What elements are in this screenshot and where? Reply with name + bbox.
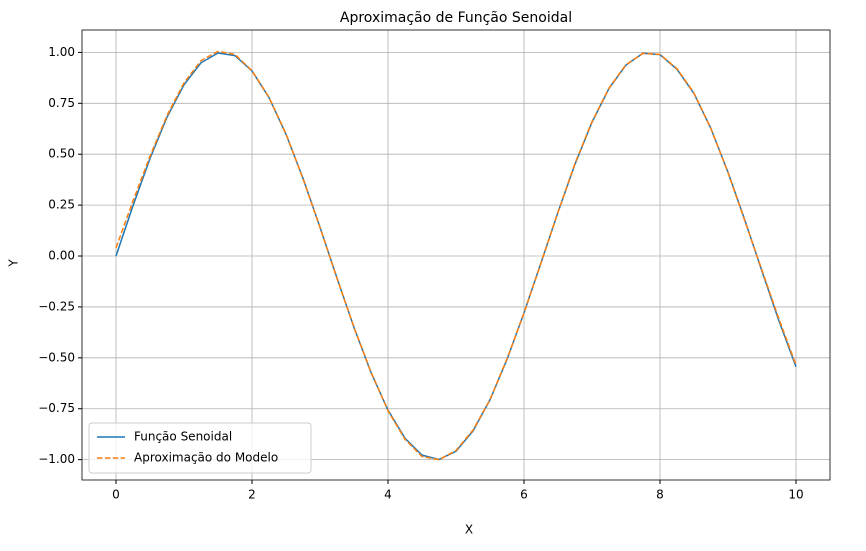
y-tick-label: 0.00 xyxy=(48,249,75,263)
y-tick-label: −0.25 xyxy=(38,299,75,313)
x-tick-label: 2 xyxy=(248,488,256,502)
y-tick-label: −1.00 xyxy=(38,452,75,466)
series-line xyxy=(115,50,797,461)
y-axis-label: Y xyxy=(7,259,21,268)
plot-frame xyxy=(81,29,831,481)
chart-title: Aproximação de Função Senoidal xyxy=(340,10,572,26)
y-tick-label: 0.50 xyxy=(48,147,75,161)
y-tick-label: 0.25 xyxy=(48,198,75,212)
x-tick-label: 10 xyxy=(788,488,803,502)
legend: Função Senoidal Aproximação do Modelo xyxy=(88,422,312,474)
x-axis-label: X xyxy=(465,523,473,537)
y-tick-label: 0.75 xyxy=(48,96,75,110)
x-tick-label: 8 xyxy=(656,488,664,502)
y-tick-label: −0.75 xyxy=(38,401,75,415)
x-tick-label: 0 xyxy=(112,488,120,502)
y-tick-label: 1.00 xyxy=(48,45,75,59)
legend-label: Aproximação do Modelo xyxy=(134,451,278,465)
x-tick-label: 4 xyxy=(384,488,392,502)
legend-label: Função Senoidal xyxy=(134,430,232,444)
x-tick-label: 6 xyxy=(520,488,528,502)
legend-box xyxy=(88,422,312,474)
y-tick-label: −0.50 xyxy=(38,350,75,364)
